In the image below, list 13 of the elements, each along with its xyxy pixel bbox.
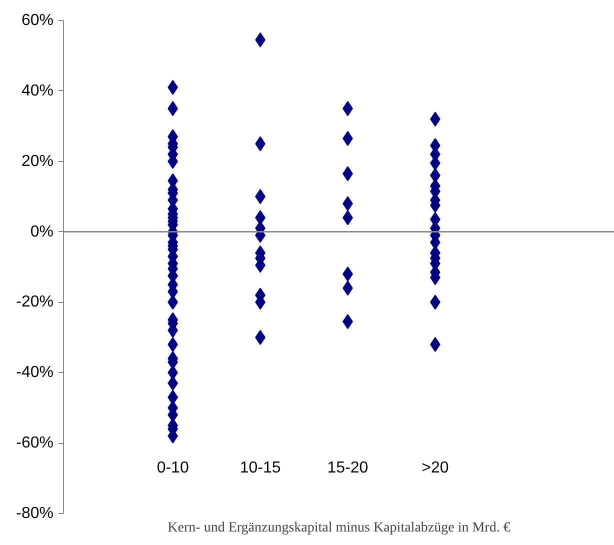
y-tick-label: -20%: [16, 294, 54, 311]
y-tick-label: 60%: [21, 12, 54, 29]
y-tick-label: 20%: [21, 152, 54, 170]
y-tick-label: -60%: [16, 434, 54, 452]
x-axis-title: Kern- und Ergänzungskapital minus Kapitalabzüge in Mrd. €: [168, 520, 510, 536]
y-tick-label: 0%: [30, 223, 54, 240]
y-tick-label: -40%: [16, 364, 54, 382]
x-tick-label: 0-10: [156, 460, 189, 476]
y-tick-label: 40%: [21, 82, 54, 100]
x-tick-label: 10-15: [240, 460, 281, 476]
x-tick-label: >20: [422, 460, 449, 476]
y-tick-label: -80%: [16, 505, 54, 522]
x-tick-label: 15-20: [327, 460, 368, 476]
